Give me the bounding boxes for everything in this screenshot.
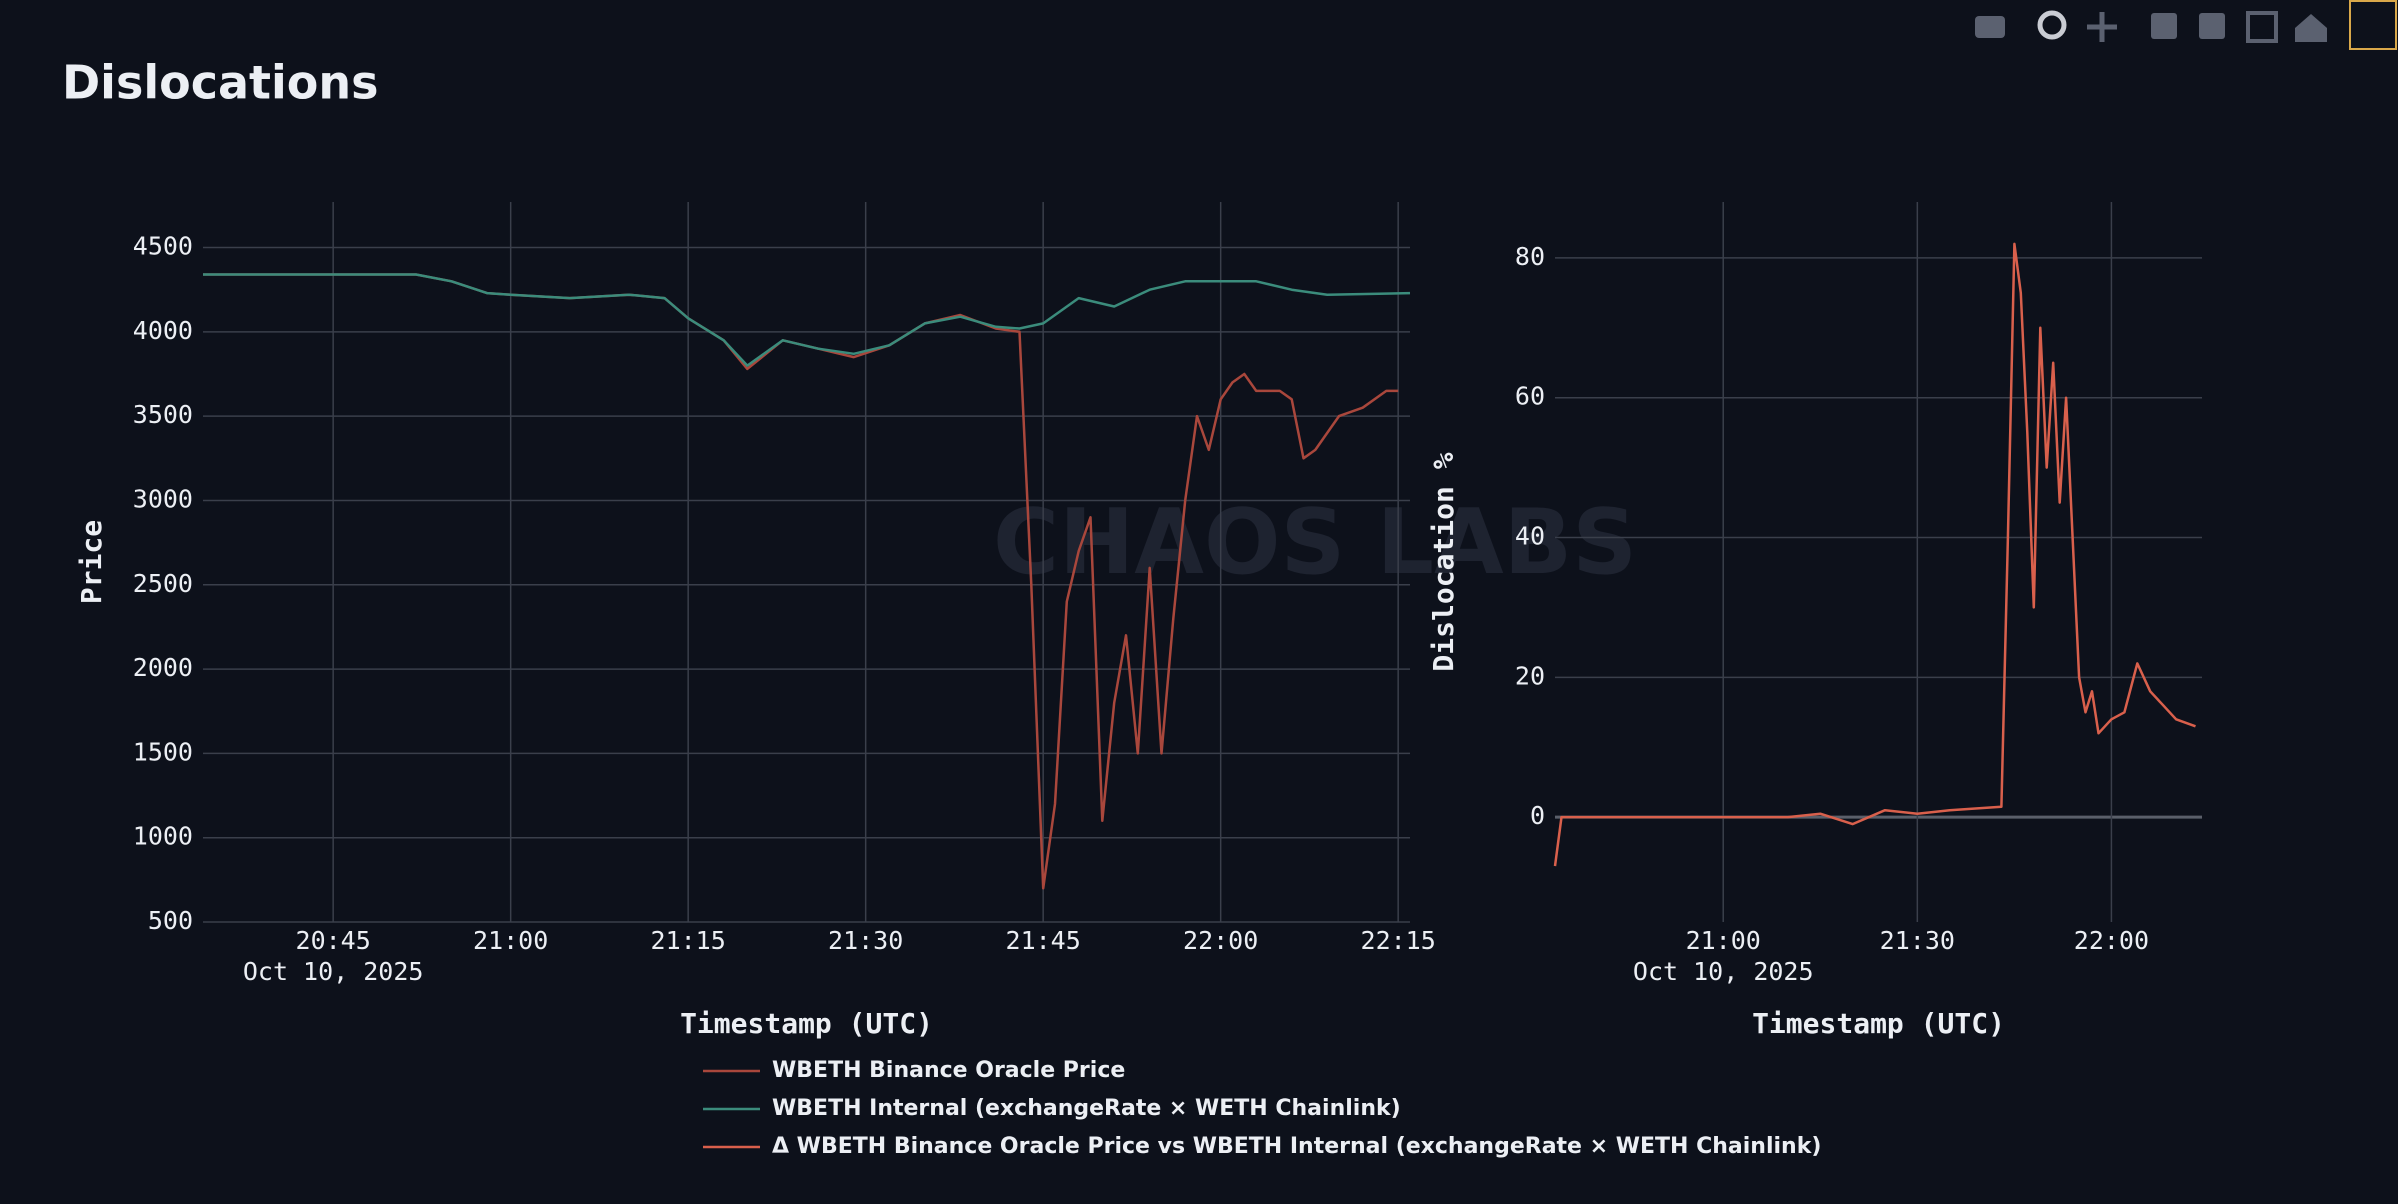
y-tick-label: 500 <box>148 906 193 935</box>
y-tick-label: 2500 <box>133 569 193 598</box>
y-tick-label: 80 <box>1515 242 1545 271</box>
x-tick-label: 22:15 <box>1361 926 1436 955</box>
legend-label: WBETH Internal (exchangeRate × WETH Chai… <box>772 1096 1401 1121</box>
zoom-out-icon[interactable] <box>2199 13 2225 39</box>
y-tick-label: 2000 <box>133 653 193 682</box>
y-tick-label: 4000 <box>133 316 193 345</box>
x-tick-date: Oct 10, 2025 <box>1633 957 1814 986</box>
series-line <box>1553 242 2196 867</box>
x-axis-title: Timestamp (UTC) <box>1752 1007 2005 1040</box>
y-tick-label: 40 <box>1515 522 1545 551</box>
plots: 500 1000 1500 2000 2500 3000 3500 4000 4500 20:45… <box>75 202 2202 1159</box>
x-tick-label: 21:30 <box>828 926 903 955</box>
y-tick-label: 60 <box>1515 382 1545 411</box>
y-tick-label: 4500 <box>133 232 193 261</box>
x-tick-label: 21:45 <box>1006 926 1081 955</box>
y-tick-label: 20 <box>1515 661 1545 690</box>
zoom-icon[interactable] <box>2037 10 2067 40</box>
x-tick-label: 20:45 <box>296 926 371 955</box>
home-icon[interactable] <box>2295 14 2327 42</box>
y-tick-label: 1000 <box>133 822 193 851</box>
x-tick-date: Oct 10, 2025 <box>243 957 424 986</box>
y-tick-label: 0 <box>1530 801 1545 830</box>
page-title: Dislocations <box>62 56 379 110</box>
autoscale-icon[interactable] <box>2246 11 2278 43</box>
x-tick-label: 22:00 <box>2074 926 2149 955</box>
camera-icon[interactable] <box>1975 16 2005 38</box>
y-axis-title: Price <box>75 520 108 604</box>
y-axis-title: Dislocation % <box>1427 452 1460 671</box>
legend-label: WBETH Binance Oracle Price <box>772 1058 1125 1083</box>
x-tick-label: 21:00 <box>473 926 548 955</box>
y-tick-label: 1500 <box>133 737 193 766</box>
logo-button[interactable] <box>2349 0 2397 50</box>
y-tick-label: 3000 <box>133 484 193 513</box>
y-tick-label: 3500 <box>133 400 193 429</box>
x-tick-label: 22:00 <box>1183 926 1258 955</box>
x-axis-title: Timestamp (UTC) <box>680 1007 933 1040</box>
pan-icon[interactable] <box>2087 12 2117 42</box>
legend-label: Δ WBETH Binance Oracle Price vs WBETH In… <box>772 1134 1821 1159</box>
watermark: CHAOS LABS <box>993 490 1637 595</box>
x-tick-label: 21:30 <box>1880 926 1955 955</box>
x-tick-label: 21:00 <box>1686 926 1761 955</box>
zoom-in-icon[interactable] <box>2151 13 2177 39</box>
toolbar[interactable] <box>1975 0 2397 50</box>
x-tick-label: 21:15 <box>651 926 726 955</box>
series-line <box>203 273 1411 367</box>
